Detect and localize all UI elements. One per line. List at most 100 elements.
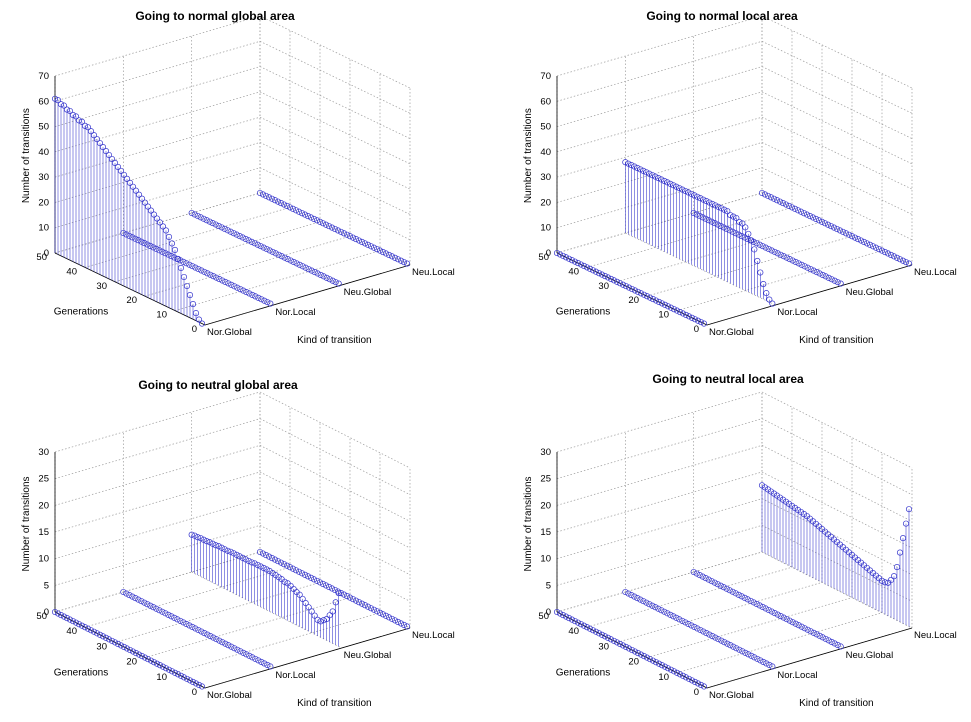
- stem-marker: [255, 294, 262, 301]
- stem-marker: [664, 179, 671, 186]
- stem-marker: [265, 553, 273, 560]
- stem-marker: [688, 622, 695, 629]
- stem-marker: [896, 549, 904, 556]
- stem-marker: [150, 244, 157, 251]
- stem-marker: [132, 235, 139, 242]
- grid-line: [259, 418, 411, 495]
- stem-marker: [243, 288, 250, 296]
- transition-tick-label: Nor.Local: [777, 670, 817, 681]
- stem-marker: [712, 202, 719, 209]
- stem-marker: [779, 496, 787, 503]
- stem-marker: [762, 605, 769, 612]
- stem-marker: [797, 208, 805, 215]
- stem-marker: [310, 576, 318, 583]
- stem-marker: [194, 212, 201, 219]
- stem-marker: [159, 223, 167, 230]
- stem-marker: [132, 595, 139, 602]
- stem-marker: [84, 625, 92, 632]
- stem-marker: [346, 233, 354, 240]
- stem-marker: [848, 233, 856, 240]
- stem-marker: [313, 577, 321, 584]
- stem-marker: [186, 291, 194, 299]
- chart-panel-4: 0 5 10 15 20 25 30 0 10 20 30 40 50 Nor.Global Nor.Loc…: [523, 372, 957, 709]
- stem-marker: [141, 654, 149, 661]
- stem-marker: [688, 190, 695, 197]
- stem-marker: [60, 102, 68, 109]
- stem-marker: [872, 244, 880, 251]
- stem-marker: [192, 310, 200, 317]
- transition-axis-label: Kind of transition: [799, 698, 874, 709]
- stem-marker: [792, 620, 799, 627]
- stem-marker: [54, 610, 62, 617]
- stem-marker: [209, 540, 216, 547]
- stem-marker: [72, 619, 80, 626]
- stem-marker: [628, 591, 635, 599]
- stem-marker: [296, 591, 303, 598]
- stem-marker: [165, 611, 172, 618]
- stem-marker: [592, 628, 600, 635]
- stem-marker: [138, 653, 146, 660]
- transition-tick-label: Neu.Local: [914, 267, 957, 278]
- stem-marker: [661, 663, 669, 670]
- stem-marker: [358, 238, 366, 246]
- stem-marker: [274, 558, 282, 565]
- stem-marker: [789, 619, 796, 626]
- stem-marker: [887, 576, 895, 584]
- stem-marker: [800, 210, 808, 217]
- stem-marker: [93, 630, 101, 637]
- stem-marker: [562, 613, 570, 620]
- transition-tick-label: Neu.Global: [846, 287, 894, 298]
- stem-marker: [280, 561, 288, 568]
- stem-marker: [773, 492, 781, 499]
- stem-marker: [227, 228, 234, 235]
- stem-marker: [625, 590, 632, 597]
- stem-marker: [809, 214, 817, 221]
- stem-marker: [637, 651, 645, 658]
- stem-marker: [610, 637, 618, 644]
- stem-marker: [628, 162, 635, 169]
- stem-marker: [397, 620, 405, 627]
- stem-marker: [640, 291, 648, 298]
- stem-marker: [105, 636, 113, 643]
- stem-marker: [126, 232, 133, 239]
- stem-marker: [180, 619, 187, 626]
- stem-marker: [756, 241, 763, 248]
- stem-marker: [899, 535, 907, 542]
- stem-marker: [643, 169, 650, 176]
- stem-marker: [878, 247, 886, 254]
- stem-marker: [271, 197, 279, 204]
- grid-line: [54, 192, 261, 254]
- stem-marker: [652, 297, 660, 304]
- stem-marker: [679, 310, 687, 317]
- stem-marker: [195, 265, 202, 273]
- stem-marker: [304, 212, 312, 220]
- stem-marker: [203, 538, 210, 545]
- grid-line: [54, 167, 261, 229]
- stem-marker: [646, 294, 654, 301]
- stem-marker: [225, 280, 232, 287]
- grid-line: [586, 207, 793, 268]
- stem-marker: [580, 262, 588, 270]
- stem-marker: [742, 649, 749, 656]
- stem-marker: [361, 602, 369, 609]
- grid-line: [556, 444, 763, 506]
- stem-marker: [102, 634, 110, 641]
- stem-marker: [810, 629, 817, 636]
- generation-tick-label: 0: [694, 687, 699, 698]
- stem-marker: [331, 586, 339, 594]
- grid-line: [616, 221, 823, 283]
- stem-marker: [759, 243, 766, 250]
- z-tick-label: 70: [540, 71, 551, 82]
- z-tick-label: 60: [38, 96, 49, 107]
- stem-marker: [394, 256, 402, 263]
- stem-marker: [171, 669, 179, 676]
- stem-marker: [717, 222, 724, 230]
- stem-marker: [403, 260, 411, 267]
- stem-marker: [767, 194, 775, 201]
- stem-marker: [773, 197, 781, 204]
- stem-marker: [836, 227, 844, 234]
- stem-marker: [798, 261, 805, 268]
- stem-marker: [221, 546, 228, 553]
- stem-marker: [197, 535, 204, 542]
- stem-marker: [171, 254, 178, 261]
